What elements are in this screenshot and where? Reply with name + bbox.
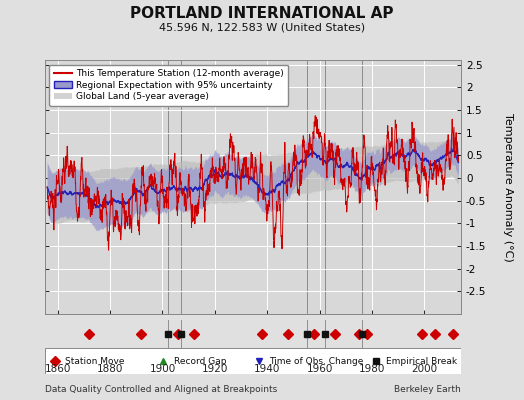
Y-axis label: Temperature Anomaly (°C): Temperature Anomaly (°C) bbox=[503, 113, 513, 261]
Legend: This Temperature Station (12-month average), Regional Expectation with 95% uncer: This Temperature Station (12-month avera… bbox=[49, 64, 288, 106]
Text: 1900: 1900 bbox=[149, 364, 176, 374]
Text: Station Move: Station Move bbox=[66, 356, 125, 366]
Text: 1980: 1980 bbox=[359, 364, 385, 374]
Text: 45.596 N, 122.583 W (United States): 45.596 N, 122.583 W (United States) bbox=[159, 22, 365, 32]
Text: 1960: 1960 bbox=[307, 364, 333, 374]
Text: Empirical Break: Empirical Break bbox=[386, 356, 457, 366]
Text: 1920: 1920 bbox=[202, 364, 228, 374]
Text: 1880: 1880 bbox=[97, 364, 123, 374]
Text: 1860: 1860 bbox=[45, 364, 71, 374]
Text: Record Gap: Record Gap bbox=[173, 356, 226, 366]
Text: Berkeley Earth: Berkeley Earth bbox=[395, 385, 461, 394]
Text: PORTLAND INTERNATIONAL AP: PORTLAND INTERNATIONAL AP bbox=[130, 6, 394, 21]
Text: 2000: 2000 bbox=[411, 364, 438, 374]
Text: 1940: 1940 bbox=[254, 364, 280, 374]
Text: Data Quality Controlled and Aligned at Breakpoints: Data Quality Controlled and Aligned at B… bbox=[45, 385, 277, 394]
FancyBboxPatch shape bbox=[45, 348, 461, 374]
Text: Time of Obs. Change: Time of Obs. Change bbox=[269, 356, 364, 366]
